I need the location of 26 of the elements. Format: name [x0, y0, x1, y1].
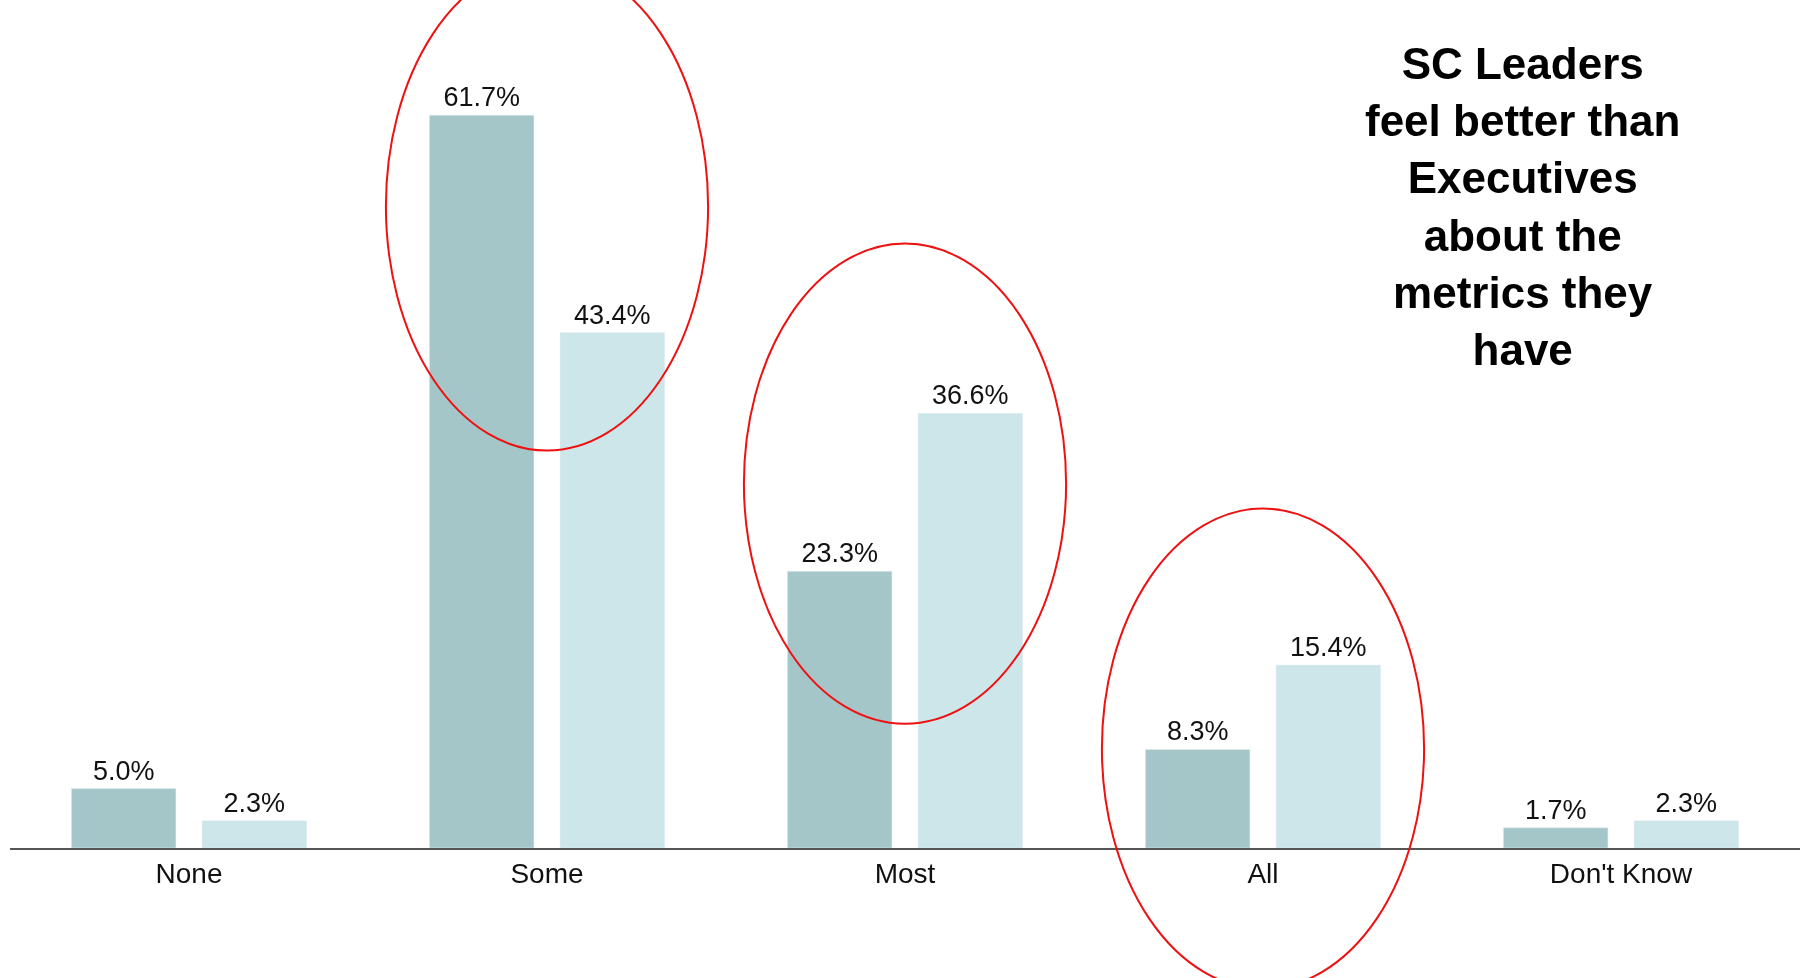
data-label: 5.0%	[92, 755, 155, 786]
bar	[1503, 827, 1609, 848]
bar	[917, 413, 1023, 848]
bar	[1145, 749, 1251, 848]
data-label: 61.7%	[443, 82, 520, 113]
data-label: 43.4%	[574, 299, 651, 330]
x-tick-label: Most	[874, 858, 936, 890]
x-tick-label: None	[155, 858, 223, 890]
bar	[787, 571, 893, 848]
bar	[1633, 820, 1739, 848]
data-label: 8.3%	[1166, 716, 1229, 747]
bar	[559, 332, 665, 848]
bar	[429, 115, 535, 848]
x-tick-label: All	[1247, 858, 1279, 890]
data-label: 1.7%	[1524, 794, 1587, 825]
bar	[1275, 664, 1381, 848]
data-label: 2.3%	[1655, 787, 1718, 818]
x-tick-label: Don't Know	[1549, 858, 1693, 890]
bar	[201, 820, 307, 848]
data-label: 2.3%	[223, 787, 286, 818]
x-tick-label: Some	[510, 858, 584, 890]
annotation: SC Leaders feel better than Executives about the metrics they have	[1365, 39, 1681, 374]
data-label: 36.6%	[932, 380, 1009, 411]
data-label: 23.3%	[801, 538, 878, 569]
bar	[71, 788, 177, 848]
data-label: 15.4%	[1290, 632, 1367, 663]
